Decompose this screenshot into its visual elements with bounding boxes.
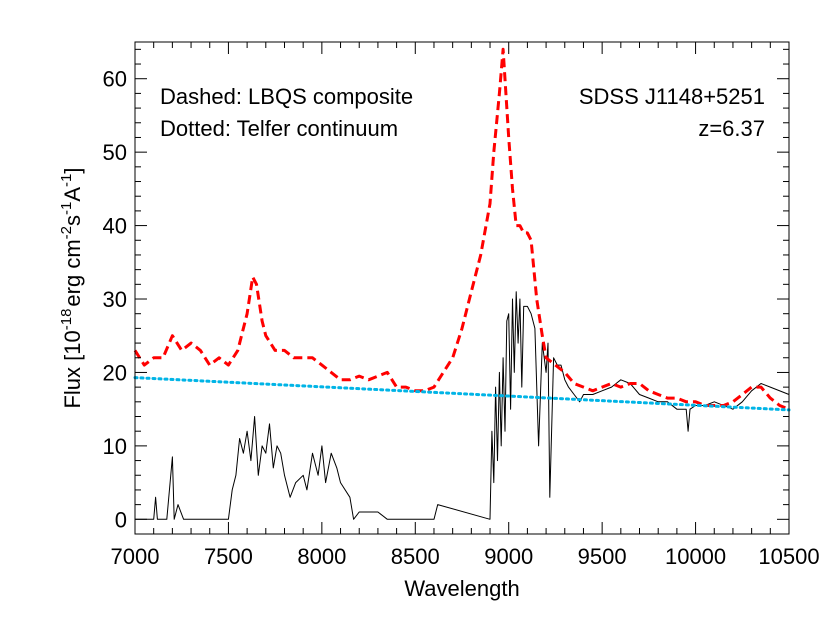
y-axis-label: Flux [10-18erg cm-2s-1A-1] [58,167,85,408]
y-tick-label: 20 [103,360,127,385]
x-tick-label: 7000 [111,544,160,569]
axis-ticks [134,42,790,534]
x-tick-label: 8000 [297,544,346,569]
x-tick-label: 9500 [578,544,627,569]
x-tick-label: 7500 [204,544,253,569]
redshift-label: z=6.37 [698,116,765,141]
x-axis-label: Wavelength [404,576,519,601]
plot-frame [134,41,790,535]
x-tick-label: 9000 [484,544,533,569]
plot-lines [133,47,791,520]
observed-spectrum-line [135,291,790,520]
lbqs-composite-line [133,47,790,411]
axis-tick-labels: 7000 7500 8000 8500 9000 9500 10000 10500 0 10 20 3… [103,67,820,569]
y-tick-label: 60 [103,67,127,92]
dashed-legend-label: Dashed: LBQS composite [160,84,413,109]
y-tick-label: 0 [115,507,127,532]
x-tick-label: 8500 [391,544,440,569]
y-tick-label: 10 [103,434,127,459]
y-tick-label: 50 [103,140,127,165]
telfer-continuum-line [133,376,791,412]
dotted-legend-label: Dotted: Telfer continuum [160,116,398,141]
y-tick-label: 30 [103,287,127,312]
object-name: SDSS J1148+5251 [579,84,765,109]
y-tick-label: 40 [103,214,127,239]
x-tick-label: 10500 [758,544,819,569]
x-tick-label: 10000 [665,544,726,569]
